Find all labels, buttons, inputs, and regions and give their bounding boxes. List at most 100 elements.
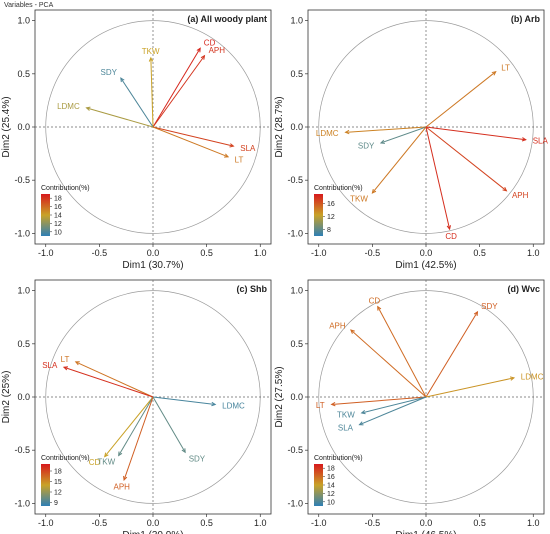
x-axis-label: Dim1 (30.9%) [122,530,183,534]
x-tick-label: 0.5 [200,518,213,528]
vector-label-ldmc: LDMC [521,372,544,381]
y-axis-label: Dim2 (25.4%) [1,96,12,157]
vector-arrow-aph [350,329,427,398]
arrow-head-aph [502,186,508,192]
vector-label-sdy: SDY [358,141,375,150]
arrow-head-lt [74,361,80,366]
vector-arrow-ldmc [345,126,427,133]
y-tick-label: 1.0 [17,16,30,26]
vector-label-aph: APH [209,46,226,55]
arrow-head-cd [104,452,109,458]
y-tick-label: 0.5 [17,69,30,79]
panel-4: -1.0 -0.5 0.0 0.5 1.0 -1.0 -0.5 0.0 0.5 1.0 Dim1 (… [274,279,545,534]
arrow-head-lt [491,70,497,76]
vector-arrow-sdy [380,126,427,144]
arrow-head-cd [446,225,451,231]
vector-arrow-cd [377,306,427,398]
vector-label-sdy: SDY [101,68,118,77]
panel-2: -1.0 -0.5 0.0 0.5 1.0 -1.0 -0.5 0.0 0.5 1.0 Dim1 (… [274,9,549,271]
y-tick-label: -0.5 [287,175,303,185]
panel-title: (a) All woody plant [187,14,267,24]
panel-3: -1.0 -0.5 0.0 0.5 1.0 -1.0 -0.5 0.0 0.5 1.0 Dim1 (… [1,279,272,534]
vector-label-lt: LT [501,63,510,72]
colorbar-gradient-bar [41,194,50,236]
vector-label-sdy: SDY [189,454,206,463]
colorbar-title: Contribution(%) [314,455,363,462]
vector-arrow-ldmc [152,396,216,405]
arrow-head-sla [62,366,68,371]
y-tick-label: -0.5 [287,445,303,455]
vector-label-ldmc: LDMC [316,129,339,138]
y-tick-label: 1.0 [290,286,303,296]
arrow-head-lt [224,153,230,158]
y-tick-label: -1.0 [287,498,303,508]
y-tick-label: 0.5 [290,339,303,349]
vector-label-sla: SLA [240,144,256,153]
colorbar-title: Contribution(%) [314,185,363,192]
vector-arrow-aph [425,126,507,192]
vector-label-tkw: TKW [337,411,355,420]
colorbar-tick-label: 18 [54,196,62,203]
vector-arrow-cd [425,126,451,230]
x-tick-label: -0.5 [365,248,381,258]
vector-arrow-sdy [120,77,154,128]
x-tick-label: -0.5 [92,518,108,528]
vector-arrow-sdy [152,396,186,453]
colorbar-tick-label: 16 [327,201,335,208]
x-tick-label: 1.0 [254,518,267,528]
colorbar-tick-label: 16 [54,204,62,211]
vector-arrow-cd [152,48,201,128]
vector-label-lt: LT [316,401,325,410]
arrow-head-sla [521,137,527,142]
x-tick-label: 1.0 [527,248,540,258]
y-tick-label: 0.0 [17,392,30,402]
vector-label-cd: CD [445,232,457,241]
x-tick-label: 0.0 [147,518,160,528]
x-tick-label: 0.5 [473,518,486,528]
x-tick-label: 0.0 [420,248,433,258]
x-tick-label: -1.0 [38,518,54,528]
arrow-head-tkw [148,56,154,62]
vector-label-ldmc: LDMC [57,102,80,111]
vector-arrow-tkw [371,126,427,194]
vector-label-ldmc: LDMC [222,401,245,410]
y-tick-label: -0.5 [14,445,30,455]
arrow-head-ldmc [211,401,217,407]
vector-arrow-sdy [425,311,478,398]
vector-arrow-lt [425,71,497,128]
arrow-head-cd [377,305,382,311]
arrow-head-ldmc [85,106,91,111]
y-tick-label: 1.0 [290,16,303,26]
arrow-head-sdy [473,310,479,316]
arrow-head-tkw [360,410,366,415]
vector-label-sla: SLA [533,137,549,146]
vector-arrow-aph [123,396,154,481]
vector-arrow-sla [63,366,154,398]
arrow-head-ldmc [344,129,350,135]
vector-label-lt: LT [61,355,70,364]
vector-arrow-tkw [150,57,154,128]
vector-arrow-sla [152,126,234,147]
x-tick-label: 1.0 [527,518,540,528]
arrow-head-cd [196,47,201,53]
y-tick-label: -1.0 [287,228,303,238]
vector-arrow-sla [359,396,427,426]
x-tick-label: 0.0 [147,248,160,258]
vector-label-aph: APH [512,191,529,200]
colorbar-title: Contribution(%) [41,455,90,462]
x-tick-label: 0.0 [420,518,433,528]
vector-label-cd: CD [89,458,101,467]
vector-arrow-tkw [361,396,427,414]
vector-label-sdy: SDY [481,302,498,311]
vector-arrow-aph [152,55,205,128]
arrow-head-sdy [181,448,186,454]
y-tick-label: -1.0 [14,498,30,508]
arrow-head-aph [350,329,355,334]
vector-arrow-cd [104,396,154,457]
arrow-head-tkw [118,451,123,457]
y-axis-label: Dim2 (27.5%) [274,366,285,427]
colorbar-gradient-bar [314,194,323,236]
arrow-head-sdy [120,77,125,83]
vector-arrow-lt [152,126,229,158]
colorbar-tick-label: 15 [54,479,62,486]
